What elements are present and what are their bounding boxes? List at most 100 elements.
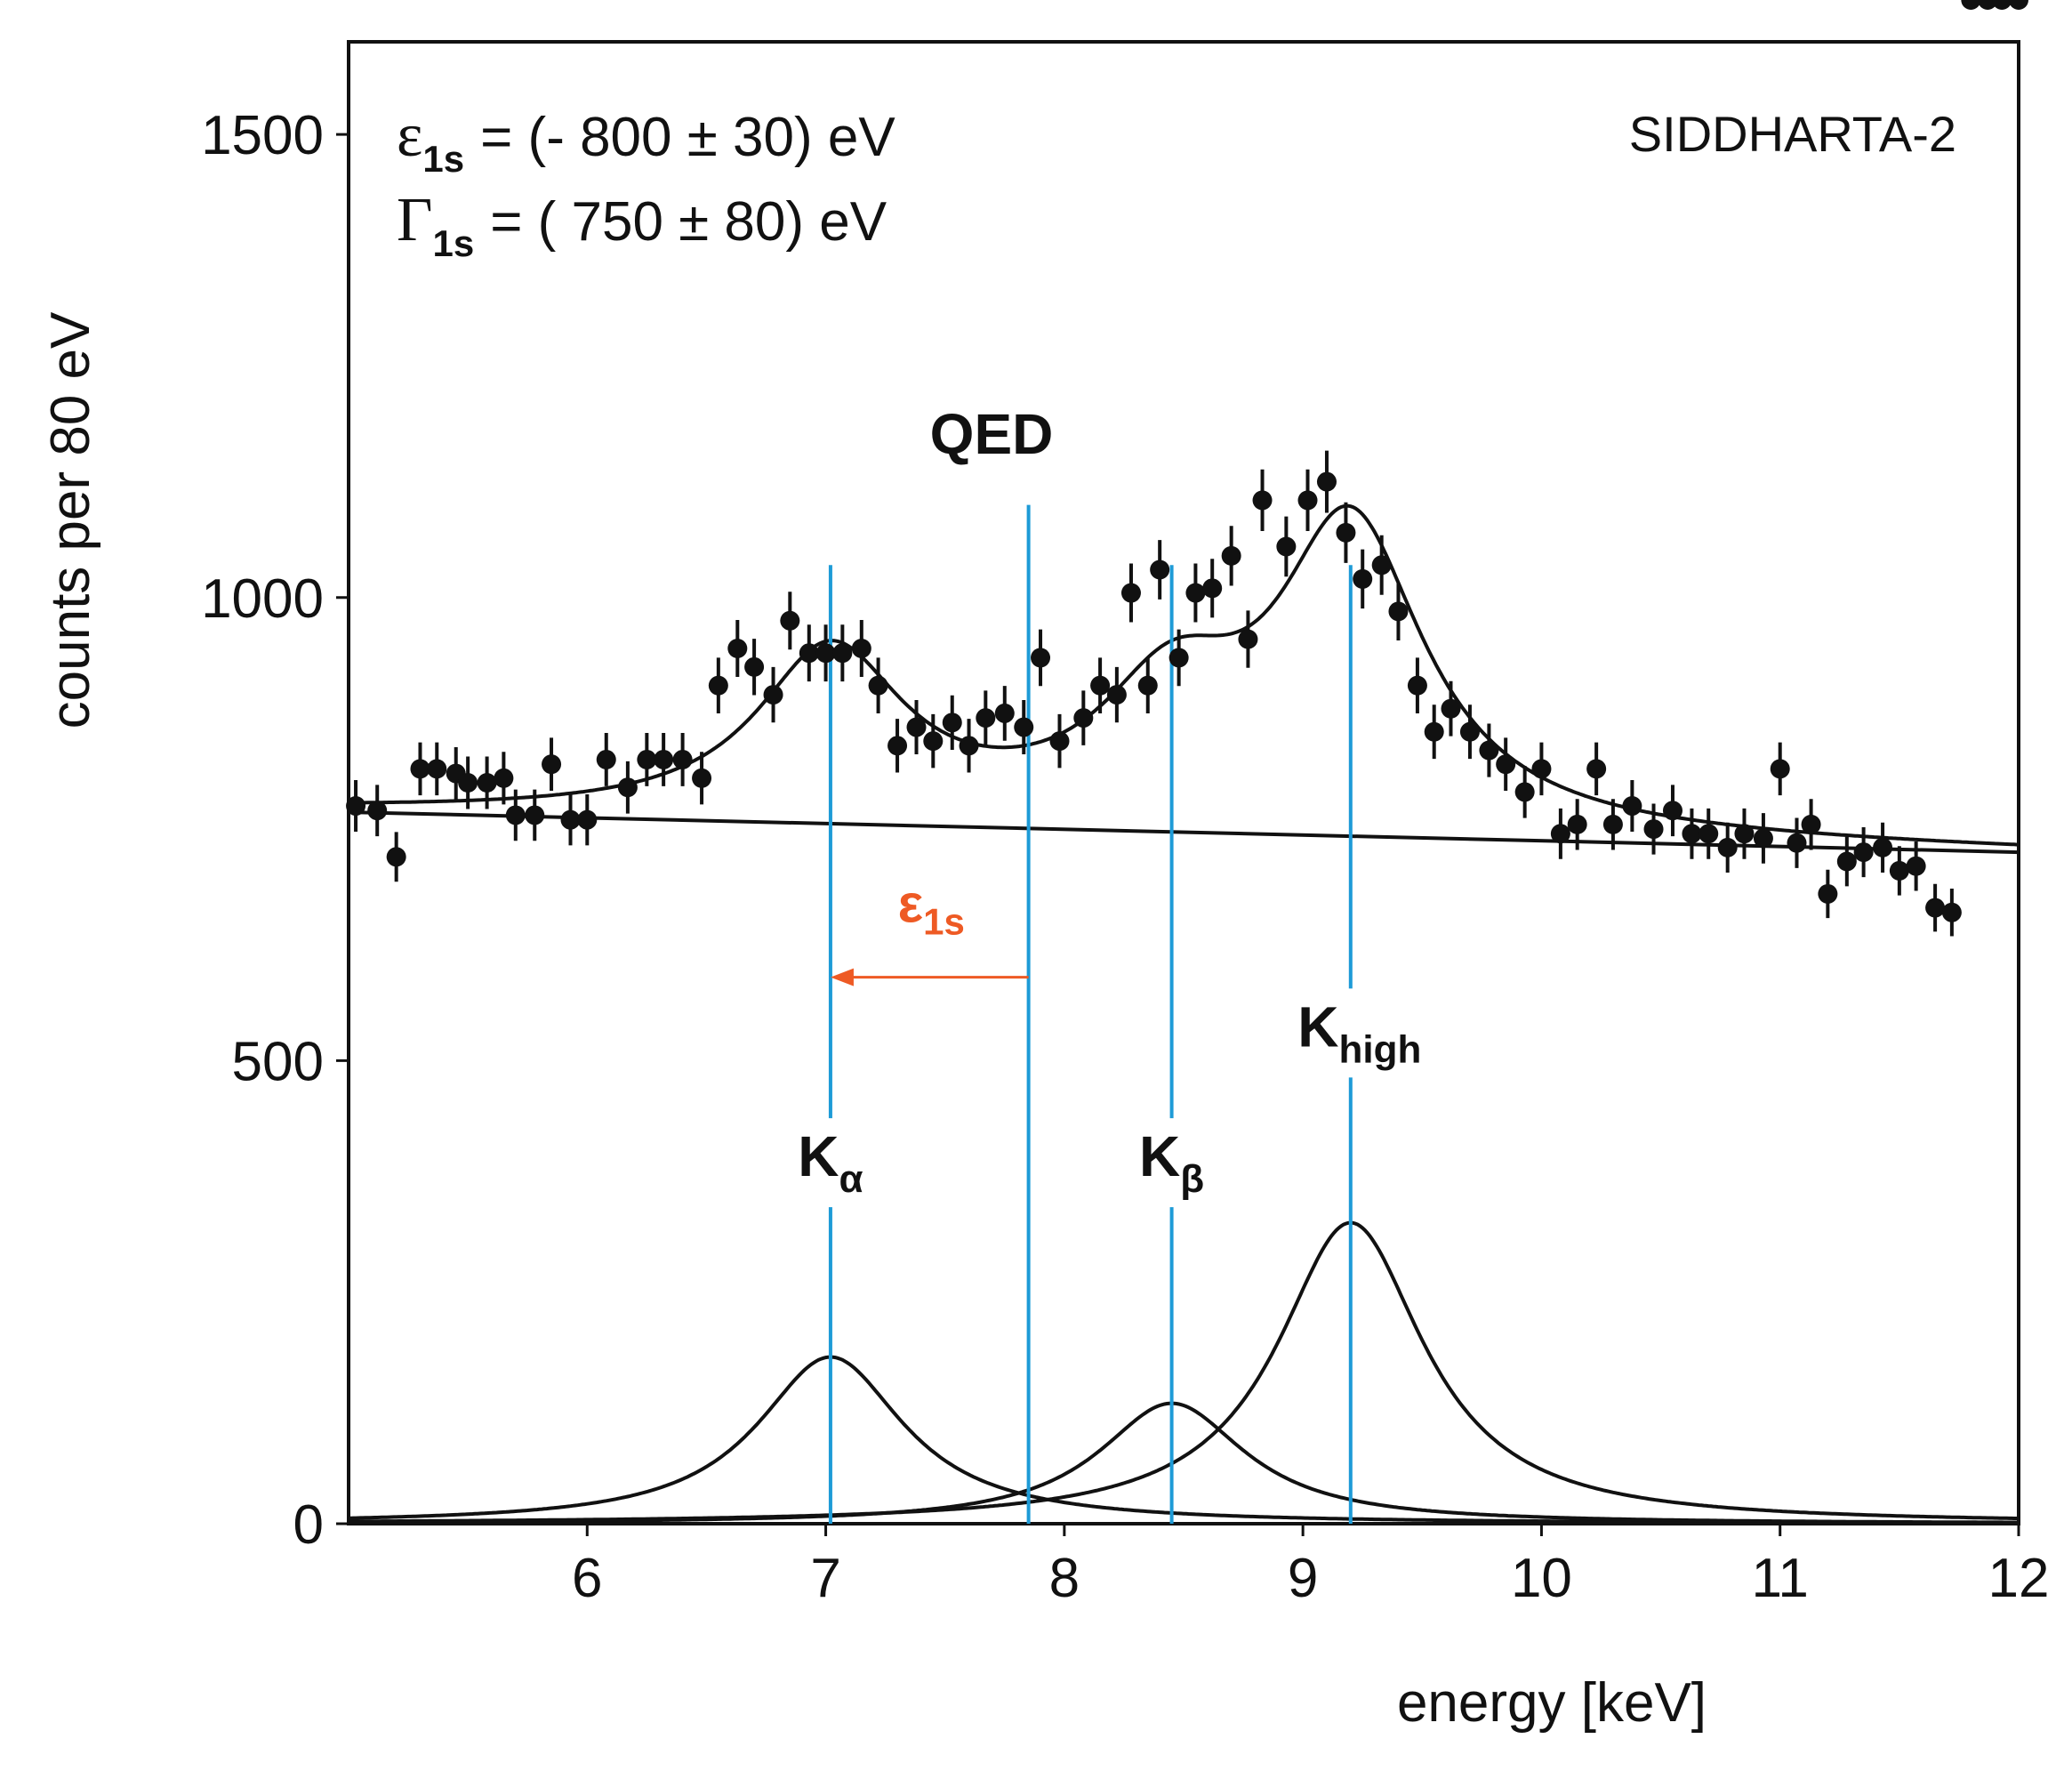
data-point (1961, 0, 1981, 10)
data-point (1643, 819, 1664, 840)
eps-value: = (- 800 ± 30) eV (480, 107, 895, 168)
data-point (525, 805, 545, 825)
data-point (1371, 555, 1392, 576)
data-point (1770, 759, 1790, 779)
data-point (1388, 601, 1409, 622)
data-point (1252, 490, 1273, 511)
background-fit (360, 810, 2020, 855)
data-point (427, 759, 447, 779)
data-point (1550, 824, 1570, 844)
peak-label-backing (1279, 988, 1440, 1078)
data-point (1031, 648, 1051, 668)
data-point (617, 777, 638, 798)
data-point (763, 685, 783, 705)
x-tick-label: 8 (1049, 1548, 1080, 1609)
peak-curve (349, 1220, 2019, 1524)
data-point (727, 639, 748, 659)
peak-label: Khigh (1297, 994, 1421, 1071)
data-point (577, 809, 598, 830)
data-point (708, 675, 728, 696)
total-fit (360, 503, 2020, 847)
data-point (1699, 824, 1719, 844)
x-tick-label: 6 (572, 1548, 602, 1609)
data-points (346, 0, 2028, 937)
x-tick-label: 9 (1288, 1548, 1318, 1609)
qed-label: QED (930, 402, 1054, 466)
data-point (477, 773, 497, 793)
peak-label: Kα (798, 1124, 863, 1201)
data-point (1336, 522, 1356, 543)
shift-symbol: ε (898, 874, 923, 934)
data-point (1459, 721, 1480, 742)
data-point (887, 736, 908, 756)
y-tick-label: 0 (293, 1494, 324, 1556)
shift-subscript: 1s (923, 901, 965, 943)
data-point (1734, 824, 1755, 844)
data-point (1992, 0, 2012, 10)
data-point (1185, 583, 1206, 603)
data-point (1801, 814, 1821, 834)
data-point (1137, 675, 1158, 696)
data-point (851, 639, 871, 659)
peak-label-subscript: β (1180, 1157, 1204, 1201)
data-point (1586, 759, 1607, 779)
data-point (1682, 824, 1702, 844)
data-point (994, 703, 1015, 723)
data-point (1531, 759, 1552, 779)
data-point (868, 675, 888, 696)
x-tick-label: 11 (1752, 1548, 1809, 1609)
peak-label-backing (1122, 1118, 1221, 1208)
data-point (1818, 883, 1838, 904)
data-point (923, 731, 944, 752)
x-axis-ticks: 6 7 8 9 10 11 12 (572, 1524, 2049, 1609)
data-point (1150, 559, 1170, 580)
peak-label-subscript: high (1338, 1027, 1421, 1071)
data-point (596, 749, 616, 769)
data-point (1925, 898, 1946, 918)
gamma-line: Γ1s = ( 750 ± 80) eV (397, 186, 887, 264)
data-point (1496, 754, 1516, 775)
plot-frame (347, 40, 2020, 1525)
data-point (1602, 814, 1623, 834)
data-point (1836, 851, 1857, 872)
y-tick-label: 500 (232, 1031, 324, 1092)
data-point (494, 768, 514, 788)
data-point (1424, 721, 1444, 742)
x-tick-label: 10 (1511, 1548, 1572, 1609)
data-point (1120, 583, 1141, 603)
data-point (1717, 837, 1738, 857)
experiment-title: SIDDHARTA-2 (1629, 106, 1956, 162)
y-tick-label: 1500 (201, 105, 324, 166)
data-point (505, 805, 526, 825)
data-point (542, 754, 562, 775)
eps-line: ε1s = (- 800 ± 30) eV (397, 101, 895, 180)
eps-symbol: ε (397, 101, 422, 170)
data-point (560, 809, 581, 830)
data-point (346, 796, 366, 817)
peak-markers (828, 504, 1353, 1524)
data-point (1873, 837, 1893, 857)
data-point (906, 717, 927, 737)
shift-label: ε1s (898, 874, 965, 943)
data-point (1238, 629, 1258, 649)
x-tick-label: 12 (1988, 1548, 2050, 1609)
peak-label-main: K (1297, 994, 1338, 1059)
data-point (1407, 675, 1427, 696)
data-point (1276, 536, 1297, 557)
peak-label-main: K (798, 1124, 839, 1188)
data-point (692, 768, 712, 788)
data-point (1169, 648, 1189, 668)
data-point (654, 749, 674, 769)
data-point (1202, 578, 1223, 599)
data-point (959, 736, 979, 756)
data-point (1662, 801, 1682, 821)
data-point (1567, 814, 1587, 834)
peak-curve (348, 1355, 2019, 1525)
data-point (744, 656, 765, 677)
data-point (1479, 740, 1499, 761)
data-point (1853, 842, 1874, 863)
x-axis-label: energy [keV] (1397, 1672, 1707, 1734)
gamma-value: = ( 750 ± 80) eV (490, 191, 887, 253)
